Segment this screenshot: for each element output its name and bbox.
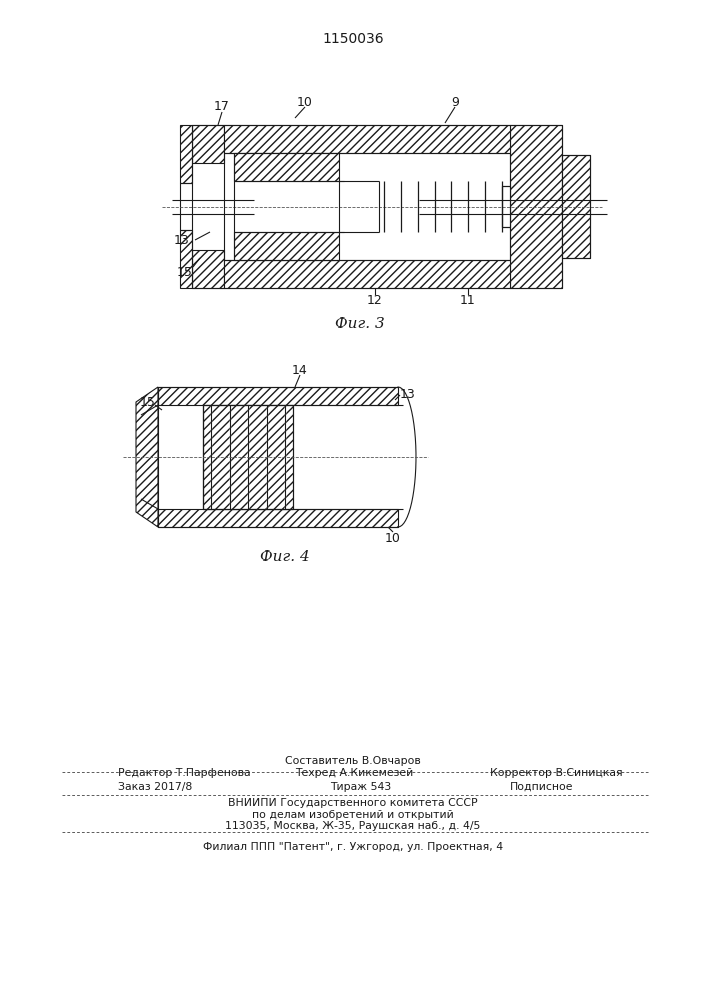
Text: по делам изобретений и открытий: по делам изобретений и открытий (252, 810, 454, 820)
Bar (158, 509, 398, 527)
Text: 12: 12 (367, 294, 383, 306)
Text: 17: 17 (214, 101, 230, 113)
Text: ВНИИПИ Государственного комитета СССР: ВНИИПИ Государственного комитета СССР (228, 798, 478, 808)
Text: Фиг. 4: Фиг. 4 (260, 550, 310, 564)
Bar (502, 186, 510, 227)
Polygon shape (136, 387, 158, 527)
Text: 1150036: 1150036 (322, 32, 384, 46)
Text: Фиг. 3: Фиг. 3 (335, 317, 385, 331)
Text: Подписное: Подписное (510, 782, 573, 792)
Text: Корректор В.Синицкая: Корректор В.Синицкая (490, 768, 623, 778)
Bar (203, 405, 293, 509)
Bar (234, 153, 339, 181)
Text: 13: 13 (174, 233, 190, 246)
Bar (158, 387, 398, 405)
Text: 9: 9 (451, 96, 459, 108)
Text: Редактор Т.Парфенова: Редактор Т.Парфенова (118, 768, 250, 778)
Bar (192, 125, 224, 163)
Text: 10: 10 (385, 532, 401, 544)
Bar (224, 125, 510, 153)
Text: 11: 11 (460, 294, 476, 306)
Bar (192, 250, 224, 288)
Text: Тираж 543: Тираж 543 (330, 782, 391, 792)
Text: Составитель В.Овчаров: Составитель В.Овчаров (285, 756, 421, 766)
Bar (234, 232, 339, 260)
Text: 15: 15 (140, 395, 156, 408)
Text: Заказ 2017/8: Заказ 2017/8 (118, 782, 192, 792)
Text: Филиал ППП "Патент", г. Ужгород, ул. Проектная, 4: Филиал ППП "Патент", г. Ужгород, ул. Про… (203, 842, 503, 852)
Bar (224, 260, 510, 288)
Text: Техред А.Кикемезей: Техред А.Кикемезей (295, 768, 414, 778)
Bar (180, 230, 192, 288)
Text: 10: 10 (297, 96, 313, 108)
Text: 113035, Москва, Ж-35, Раушская наб., д. 4/5: 113035, Москва, Ж-35, Раушская наб., д. … (226, 821, 481, 831)
Bar (510, 125, 562, 288)
Text: 14: 14 (292, 363, 308, 376)
Text: 15: 15 (177, 265, 193, 278)
Text: 13: 13 (400, 388, 416, 401)
Bar (180, 125, 192, 183)
Bar (562, 155, 590, 258)
